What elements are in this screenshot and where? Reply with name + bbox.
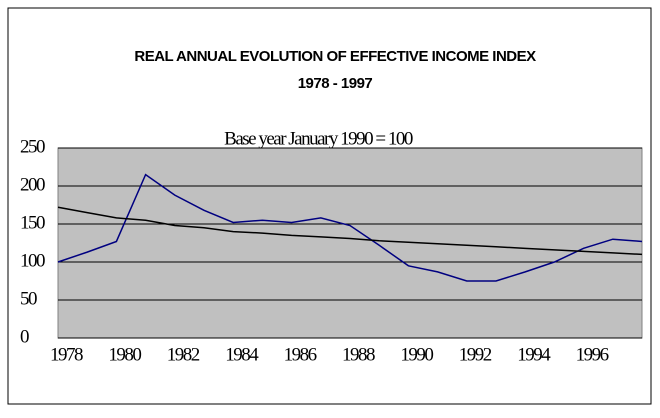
x-tick-label: 1986	[284, 344, 317, 365]
y-tick-label: 150	[20, 212, 45, 233]
x-tick-label: 1980	[108, 344, 141, 365]
x-tick-label: 1994	[517, 344, 551, 365]
y-tick-label: 250	[20, 136, 45, 157]
plot-area	[57, 147, 643, 339]
series-line	[57, 173, 643, 282]
x-tick-label: 1988	[342, 344, 375, 365]
y-tick-label: 0	[20, 326, 29, 347]
x-tick-label: 1982	[167, 344, 200, 365]
x-tick-label: 1996	[576, 344, 609, 365]
y-tick-label: 200	[20, 174, 45, 195]
series-line	[57, 206, 643, 256]
x-tick-label: 1984	[225, 344, 259, 365]
y-tick-label: 50	[20, 288, 37, 309]
y-tick-label: 100	[20, 250, 45, 271]
annotation: Base year January 1990 = 100	[224, 128, 413, 149]
chart-title: REAL ANNUAL EVOLUTION OF EFFECTIVE INCOM…	[134, 48, 536, 65]
x-tick-label: 1978	[50, 344, 83, 365]
x-tick-label: 1992	[459, 344, 492, 365]
x-tick-label: 1990	[400, 344, 433, 365]
chart-subtitle: 1978 - 1997	[298, 75, 373, 92]
